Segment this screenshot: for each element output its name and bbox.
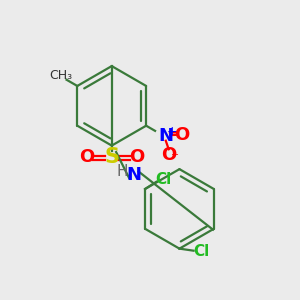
Text: N: N [126, 166, 141, 184]
Text: ⁻: ⁻ [171, 151, 179, 166]
Text: Cl: Cl [155, 172, 171, 187]
Text: O: O [161, 146, 176, 164]
Text: H: H [116, 164, 128, 179]
Text: Cl: Cl [194, 244, 210, 259]
Text: O: O [174, 125, 189, 143]
Text: +: + [167, 125, 177, 138]
Text: O: O [129, 148, 144, 166]
Text: S: S [104, 147, 119, 167]
Text: O: O [79, 148, 94, 166]
Text: N: N [158, 127, 173, 145]
Text: CH₃: CH₃ [50, 69, 73, 82]
